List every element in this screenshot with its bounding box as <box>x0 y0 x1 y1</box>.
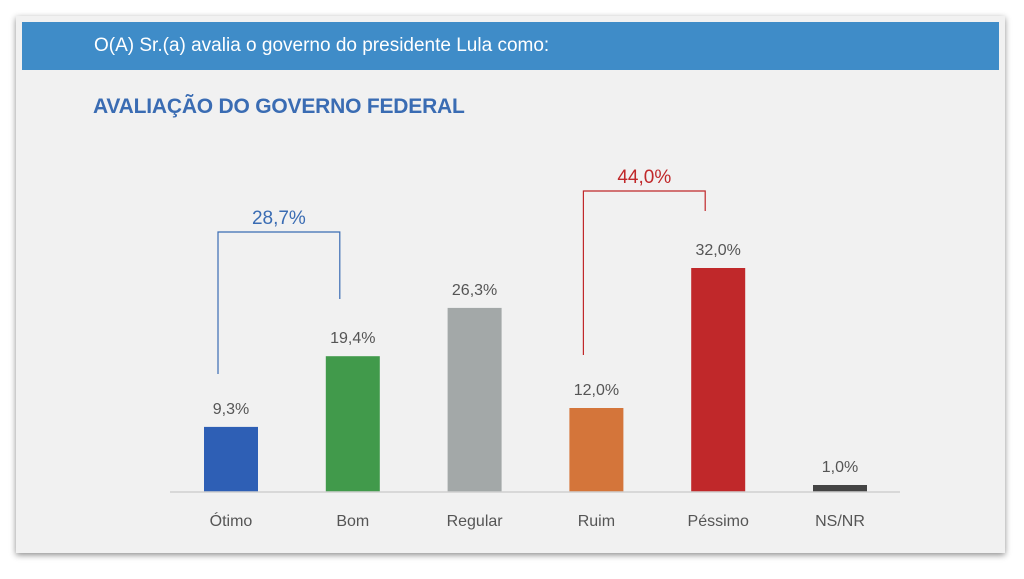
value-label-3: 12,0% <box>574 382 619 399</box>
group-label-1: 44,0% <box>617 167 671 188</box>
bar-3 <box>569 408 624 492</box>
value-label-5: 1,0% <box>822 459 858 476</box>
bar-4 <box>691 268 746 492</box>
bars <box>204 268 867 492</box>
value-label-4: 32,0% <box>696 242 741 259</box>
category-label-3: Ruim <box>578 513 615 530</box>
value-label-1: 19,4% <box>330 330 375 347</box>
group-bracket-0 <box>217 231 341 374</box>
value-label-0: 9,3% <box>213 401 249 418</box>
bar-2 <box>447 307 502 492</box>
bar-1 <box>325 356 380 492</box>
group-bracket-1 <box>582 190 706 355</box>
bar-chart: 28,7% 44,0% 9,3% Ótimo 19,4% Bom 26,3% Regular… <box>170 167 900 530</box>
group-label-0: 28,7% <box>252 208 306 229</box>
labels: 9,3% Ótimo 19,4% Bom 26,3% Regular 12,0% Ruim 32… <box>210 242 865 530</box>
category-label-1: Bom <box>336 513 369 530</box>
question-header: O(A) Sr.(a) avalia o governo do presiden… <box>22 22 999 70</box>
bar-0 <box>204 426 258 492</box>
question-text: O(A) Sr.(a) avalia o governo do presiden… <box>94 35 550 56</box>
category-label-5: NS/NR <box>815 513 865 530</box>
chart-title: AVALIAÇÃO DO GOVERNO FEDERAL <box>93 95 465 118</box>
category-label-2: Regular <box>447 513 504 530</box>
chart-card: O(A) Sr.(a) avalia o governo do presiden… <box>16 16 1005 553</box>
category-label-4: Péssimo <box>688 513 749 530</box>
group-brackets: 28,7% 44,0% <box>217 167 706 374</box>
bar-5 <box>813 485 867 492</box>
category-label-0: Ótimo <box>210 511 253 530</box>
value-label-2: 26,3% <box>452 282 497 299</box>
